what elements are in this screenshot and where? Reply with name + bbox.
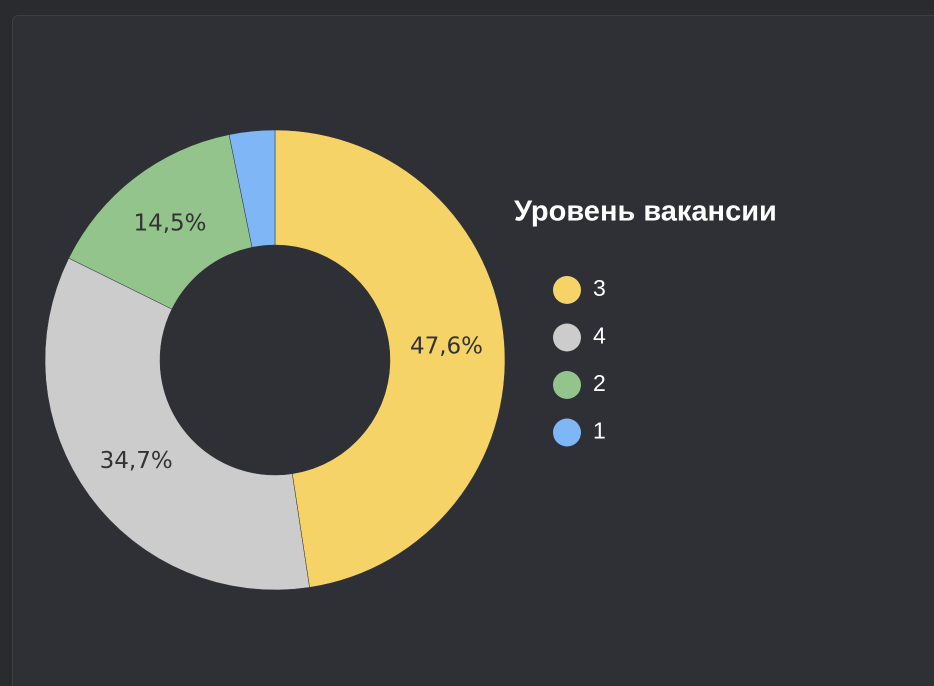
slice: [274, 129, 506, 588]
legend-marker: [553, 418, 581, 447]
slice-label: 34,7%: [100, 448, 173, 474]
legend-label: 4: [593, 323, 606, 349]
slice: [228, 129, 276, 248]
legend-label: 1: [593, 418, 606, 444]
slice: [68, 134, 253, 310]
legend-marker: [553, 371, 581, 399]
legend-marker: [553, 276, 581, 304]
legend-label: 3: [593, 275, 606, 301]
legend-label: 2: [593, 370, 606, 396]
slice-label: 14,5%: [133, 210, 206, 236]
legend-title: Уровень вакансии: [514, 196, 777, 228]
legend-marker: [553, 323, 581, 352]
slice-label: 47,6%: [410, 334, 483, 360]
slice: [44, 257, 310, 591]
